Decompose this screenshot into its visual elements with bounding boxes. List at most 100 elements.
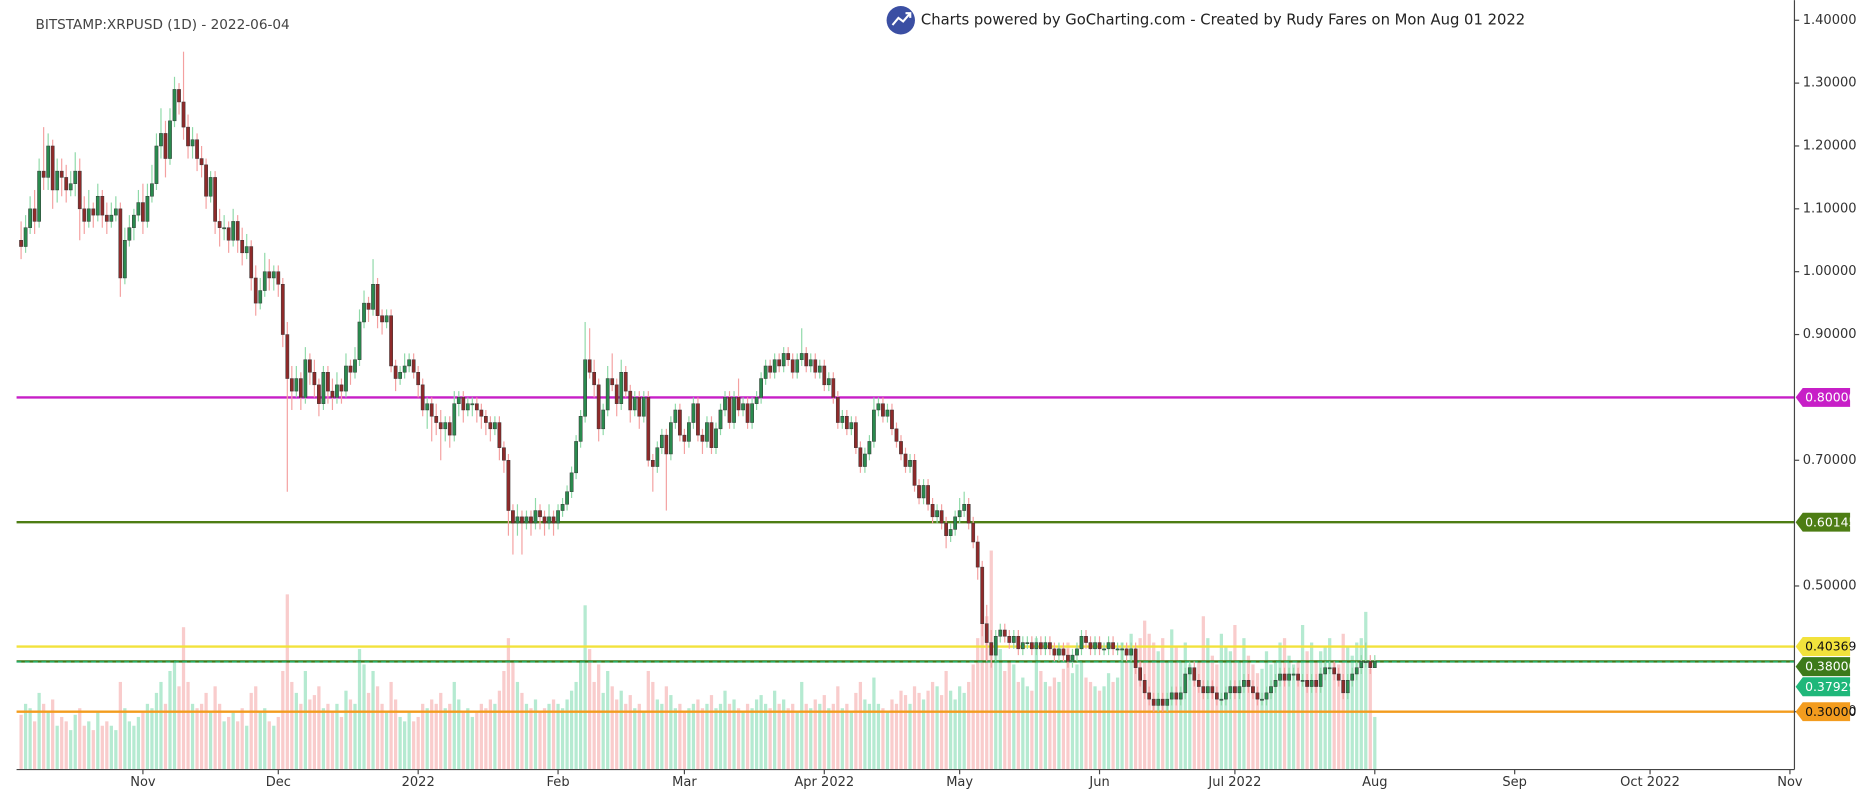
candle-body [380,315,384,323]
candle-body [1183,673,1188,694]
volume-bar [795,712,799,770]
volume-bar [1323,646,1327,770]
candle-body [1115,648,1120,651]
candle-body [393,365,398,379]
candle-body [231,221,236,241]
candle-body [326,372,330,392]
volume-bar [624,703,628,770]
candle-body [73,170,78,184]
volume-bar [82,725,86,770]
candle-body [817,365,822,373]
volume-bar [854,692,858,770]
candle-body [601,409,606,430]
volume-bar [736,708,741,770]
price-tag-label: 0.40369 [1805,639,1856,654]
candle-body [204,164,208,197]
candle-body [619,372,624,404]
candle-body [659,434,664,448]
candle-body [398,372,402,379]
volume-bar [930,681,935,770]
volume-bar [488,699,492,770]
volume-bar [547,703,551,770]
volume-bar [299,703,303,770]
volume-bar [87,721,91,770]
candle-body [863,453,867,467]
volume-bar [804,703,808,770]
volume-bar [876,703,881,770]
volume-bar [750,708,754,770]
candle-body [136,202,141,216]
candle-body [596,384,601,430]
volume-bar [1030,690,1034,770]
volume-bar [1088,681,1093,770]
candle-body [1296,673,1300,681]
volume-bar [1093,686,1097,770]
volume-bar [506,638,511,770]
y-tick-label: 1.40000 [1803,13,1856,28]
volume-bar [213,686,217,770]
candle-body [524,516,529,524]
price-tag [1795,512,1851,532]
chart-title: BITSTAMP:XRPUSD (1D) - 2022-06-04 [36,17,290,33]
volume-bar [443,708,447,770]
volume-bar [484,708,488,770]
candle-body [470,403,475,406]
candle-body [650,460,655,467]
volume-bar [1012,664,1016,770]
volume-bar [1355,642,1359,770]
candle-body [1341,680,1346,694]
candle-body [1160,698,1165,706]
volume-bar [1052,677,1057,770]
volume-bar [1373,716,1377,770]
volume-bar [1264,651,1269,770]
candle-body [159,133,163,147]
candle-body [285,334,290,379]
candle-body [1192,667,1197,681]
price-tag [1795,387,1851,407]
volume-bar [800,681,804,770]
candle-body [344,365,348,392]
price-tag-label: 0.37929 [1805,679,1856,694]
volume-bar [565,699,569,770]
volume-bar [560,708,565,770]
candle-body [569,472,574,492]
volume-bar [457,699,461,770]
candle-body [1039,642,1043,650]
volume-bar [1341,633,1345,770]
candle-body [1057,648,1061,656]
volume-bar [403,721,407,770]
candle-body [348,365,353,373]
candle-body [86,208,91,222]
y-tick-label: 0.50000 [1803,578,1856,593]
candle-body [123,240,127,279]
candle-body [1350,673,1355,681]
volume-bar [615,699,619,770]
volume-bar [858,681,863,770]
candle-body [533,510,538,524]
volume-bar [1337,664,1341,770]
candle-body [1029,642,1034,650]
volume-bar [556,703,560,770]
volume-bar [994,638,998,770]
volume-bar [398,716,402,770]
volume-bar [1305,651,1309,770]
volume-bar [285,594,289,770]
candle-body [357,321,362,360]
volume-bar [218,703,222,770]
candle-body [1359,661,1364,668]
candle-body [754,397,759,404]
candle-body [222,227,227,230]
volume-bar [1115,677,1120,770]
candle-body [930,504,935,518]
x-tick-label: 2022 [402,775,435,790]
candle-body [483,416,488,423]
volume-bar [583,605,587,770]
price-tag [1795,637,1851,656]
candle-body [384,315,389,323]
volume-bar [619,690,623,770]
volume-bar [610,686,614,770]
volume-bar [353,703,357,770]
volume-bar [782,699,786,770]
volume-bar [831,703,835,770]
candle-body [700,434,705,442]
